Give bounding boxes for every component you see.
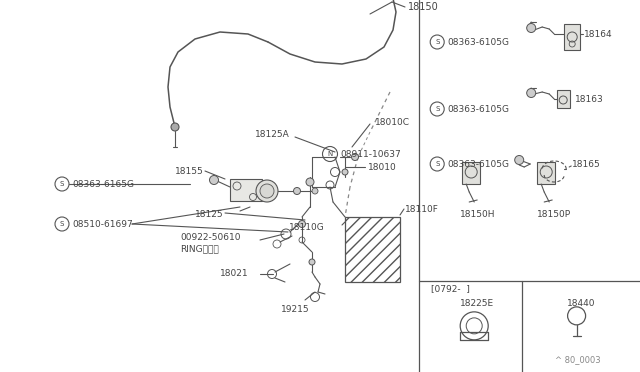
- Text: 18440: 18440: [566, 299, 595, 308]
- Circle shape: [306, 178, 314, 186]
- Text: 08363-6105G: 08363-6105G: [447, 38, 509, 46]
- Bar: [462, 162, 480, 184]
- Text: S: S: [435, 106, 440, 112]
- Text: 18125: 18125: [195, 209, 223, 218]
- Circle shape: [527, 23, 536, 32]
- Text: S: S: [60, 181, 64, 187]
- Bar: [345, 217, 400, 282]
- Text: S: S: [60, 221, 64, 227]
- Bar: [537, 162, 555, 184]
- Text: 08911-10637: 08911-10637: [340, 150, 401, 158]
- Text: 18150: 18150: [408, 2, 439, 12]
- Text: 19215: 19215: [281, 305, 309, 314]
- Bar: [230, 179, 262, 201]
- Text: N: N: [328, 151, 333, 157]
- Circle shape: [298, 221, 305, 228]
- Text: 08363-6105G: 08363-6105G: [447, 160, 509, 169]
- Text: 18021: 18021: [220, 269, 248, 279]
- Text: [0792-  ]: [0792- ]: [431, 284, 470, 294]
- Text: 18165: 18165: [572, 160, 601, 169]
- Text: RINGリング: RINGリング: [180, 244, 219, 253]
- Text: ^ 80_0003: ^ 80_0003: [555, 356, 600, 365]
- Circle shape: [515, 155, 524, 164]
- Text: 08363-6105G: 08363-6105G: [447, 105, 509, 113]
- Text: 18163: 18163: [575, 94, 604, 103]
- Text: 18110F: 18110F: [405, 205, 439, 214]
- Circle shape: [171, 123, 179, 131]
- Text: 18110G: 18110G: [289, 222, 325, 231]
- Circle shape: [256, 180, 278, 202]
- Text: 18125A: 18125A: [255, 129, 290, 138]
- Text: 18150P: 18150P: [537, 209, 572, 218]
- Text: 18150H: 18150H: [460, 209, 496, 218]
- Bar: [557, 90, 570, 108]
- Circle shape: [312, 188, 318, 194]
- Text: 18164: 18164: [584, 29, 613, 38]
- Circle shape: [351, 154, 358, 160]
- Text: 08510-61697: 08510-61697: [72, 219, 132, 228]
- Text: 18010: 18010: [368, 163, 397, 171]
- Text: 18155: 18155: [175, 167, 204, 176]
- Bar: [564, 24, 580, 50]
- Text: S: S: [435, 161, 440, 167]
- Circle shape: [209, 176, 218, 185]
- Text: 08363-6165G: 08363-6165G: [72, 180, 134, 189]
- Text: 18010C: 18010C: [375, 118, 410, 126]
- Circle shape: [309, 259, 315, 265]
- Circle shape: [260, 184, 274, 198]
- Circle shape: [294, 187, 301, 195]
- Circle shape: [342, 169, 348, 175]
- Circle shape: [527, 89, 536, 97]
- Text: 18225E: 18225E: [460, 299, 494, 308]
- Text: 00922-50610: 00922-50610: [180, 232, 241, 241]
- Text: S: S: [435, 39, 440, 45]
